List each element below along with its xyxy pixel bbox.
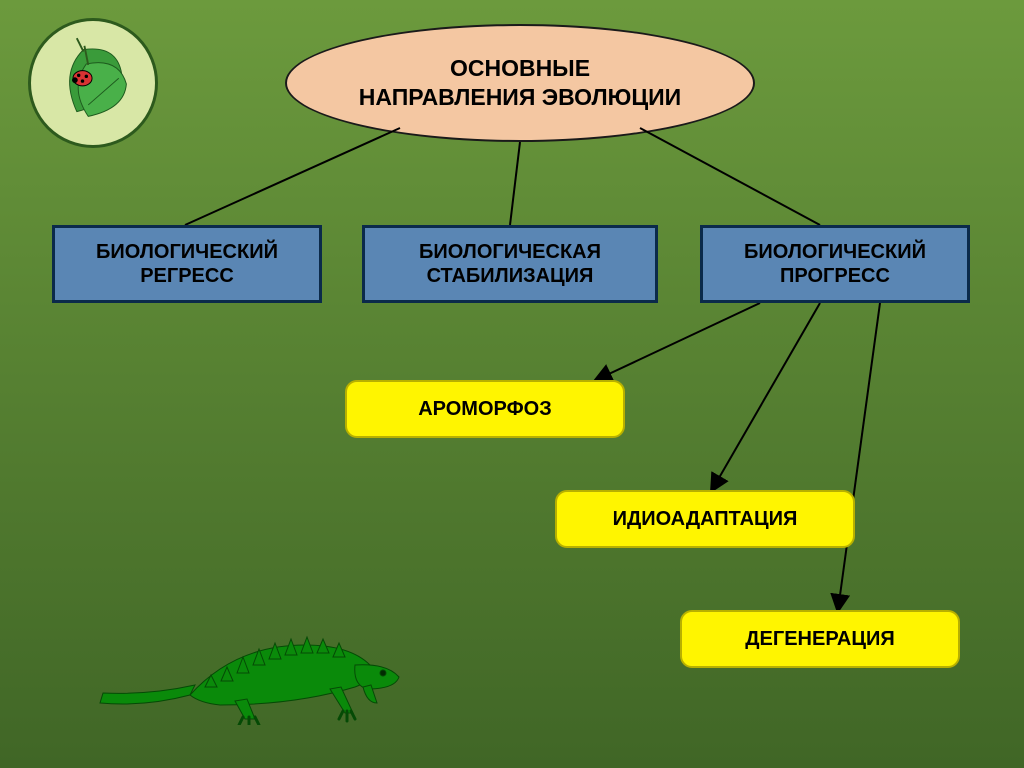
- blue-box-line2: ПРОГРЕСС: [744, 264, 926, 288]
- blue-box-line2: РЕГРЕСС: [96, 264, 278, 288]
- blue-box-stabil: БИОЛОГИЧЕСКАЯСТАБИЛИЗАЦИЯ: [362, 225, 658, 303]
- blue-box-progress: БИОЛОГИЧЕСКИЙПРОГРЕСС: [700, 225, 970, 303]
- title-oval: ОСНОВНЫЕ НАПРАВЛЕНИЯ ЭВОЛЮЦИИ: [285, 24, 755, 142]
- leaf-ladybug-icon: [31, 21, 155, 145]
- yellow-box-label: ДЕГЕНЕРАЦИЯ: [745, 627, 894, 651]
- yellow-box-label: АРОМОРФОЗ: [418, 397, 552, 421]
- blue-box-line1: БИОЛОГИЧЕСКАЯ: [419, 240, 601, 264]
- blue-box-line1: БИОЛОГИЧЕСКИЙ: [96, 240, 278, 264]
- leaf-badge: [28, 18, 158, 148]
- yellow-box-aromorphosis: АРОМОРФОЗ: [345, 380, 625, 438]
- diagram-canvas: ОСНОВНЫЕ НАПРАВЛЕНИЯ ЭВОЛЮЦИИ: [0, 0, 1024, 768]
- blue-box-line2: СТАБИЛИЗАЦИЯ: [419, 264, 601, 288]
- yellow-box-idioadapt: ИДИОАДАПТАЦИЯ: [555, 490, 855, 548]
- blue-box-line1: БИОЛОГИЧЕСКИЙ: [744, 240, 926, 264]
- title-line2: НАПРАВЛЕНИЯ ЭВОЛЮЦИИ: [359, 83, 681, 112]
- yellow-box-degeneration: ДЕГЕНЕРАЦИЯ: [680, 610, 960, 668]
- blue-box-regress: БИОЛОГИЧЕСКИЙРЕГРЕСС: [52, 225, 322, 303]
- yellow-box-label: ИДИОАДАПТАЦИЯ: [613, 507, 798, 531]
- lizard-icon: [95, 585, 405, 725]
- title-line1: ОСНОВНЫЕ: [359, 54, 681, 83]
